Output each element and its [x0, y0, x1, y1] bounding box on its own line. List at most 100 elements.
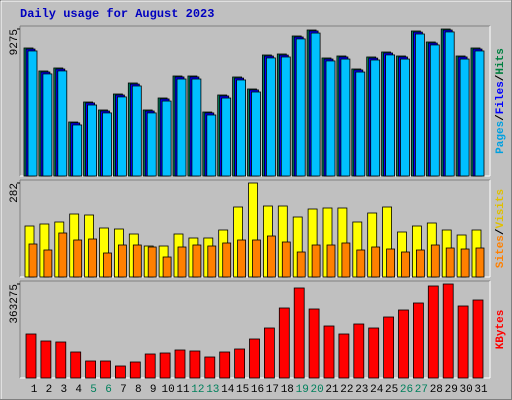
bar — [129, 361, 141, 379]
legend: KBytes — [495, 310, 507, 350]
bar — [398, 309, 409, 379]
x-tick-label: 3 — [60, 384, 67, 396]
x-tick-label: 20 — [310, 384, 323, 396]
bar — [191, 78, 202, 177]
bar — [386, 248, 396, 278]
bar — [144, 353, 156, 379]
bar — [204, 356, 216, 379]
bar — [70, 351, 82, 379]
bar — [103, 252, 112, 278]
bar — [368, 327, 380, 379]
bar — [280, 56, 291, 177]
bar — [27, 50, 38, 177]
x-tick-label: 29 — [445, 384, 458, 396]
bar — [325, 60, 336, 177]
bar — [400, 58, 410, 177]
x-tick-label: 2 — [46, 384, 53, 396]
bar — [460, 248, 470, 278]
bar — [234, 348, 246, 379]
bar — [341, 242, 351, 278]
bar — [415, 249, 425, 278]
bar — [445, 247, 455, 278]
bar — [219, 351, 231, 379]
x-tick-label: 24 — [370, 384, 384, 396]
legend-entry: Hits — [495, 48, 507, 74]
bar — [88, 238, 97, 278]
bar — [427, 285, 439, 379]
x-tick-label: 19 — [296, 384, 309, 396]
x-tick-label: 25 — [385, 384, 398, 396]
legend-entry: Files — [495, 81, 507, 114]
bar — [385, 54, 396, 177]
bar — [430, 244, 440, 278]
bar — [117, 96, 127, 177]
bar — [221, 97, 232, 177]
bar — [383, 316, 395, 379]
bar — [192, 244, 202, 278]
bar — [132, 244, 142, 278]
bar — [472, 299, 484, 379]
legend: Pages/Files/Hits — [495, 48, 507, 154]
bar — [207, 245, 217, 278]
bar — [295, 38, 306, 177]
bar — [25, 333, 37, 379]
x-tick-label: 18 — [281, 384, 294, 396]
x-tick-label: 28 — [430, 384, 443, 396]
bar — [442, 283, 454, 379]
bar — [85, 360, 96, 379]
bar — [412, 302, 424, 379]
x-tick-label: 23 — [355, 384, 368, 396]
bar — [308, 308, 320, 379]
bar — [266, 235, 276, 278]
bar — [100, 360, 111, 379]
bar — [474, 50, 485, 177]
bar — [55, 341, 67, 379]
x-tick-label: 13 — [206, 384, 219, 396]
bar — [311, 244, 321, 278]
bar — [252, 239, 261, 278]
x-tick-label: 17 — [266, 384, 279, 396]
bar — [118, 244, 127, 278]
bar — [353, 323, 365, 379]
bar — [159, 352, 171, 379]
bar — [174, 349, 186, 379]
x-tick-label: 7 — [120, 384, 127, 396]
bar — [293, 287, 305, 379]
bar — [161, 100, 172, 177]
bar — [355, 71, 366, 177]
x-tick-label: 27 — [415, 384, 428, 396]
x-tick-label: 22 — [340, 384, 353, 396]
x-tick-label: 8 — [135, 384, 142, 396]
bar — [115, 365, 126, 379]
bar — [338, 333, 350, 379]
bar — [28, 243, 38, 278]
x-tick-label: 26 — [400, 384, 413, 396]
bar — [249, 338, 260, 379]
x-tick-label: 16 — [251, 384, 264, 396]
bar — [73, 239, 83, 278]
y-tick-label: 363275 — [9, 284, 21, 324]
bar — [87, 104, 97, 177]
bar — [43, 249, 53, 278]
bar — [310, 32, 321, 177]
x-tick-label: 1 — [31, 384, 38, 396]
x-tick-label: 12 — [191, 384, 204, 396]
bar — [265, 57, 276, 177]
bar — [356, 249, 366, 278]
bar — [475, 247, 485, 278]
bar — [177, 246, 187, 278]
bar — [326, 244, 336, 278]
bar — [414, 33, 425, 177]
bar — [340, 58, 351, 177]
x-tick-label: 4 — [75, 384, 82, 396]
bar — [58, 232, 68, 278]
x-tick-label: 5 — [90, 384, 97, 396]
bar — [72, 124, 83, 177]
legend-entry: Sites — [495, 235, 507, 268]
bar — [147, 246, 157, 278]
bar — [236, 79, 247, 177]
bar — [57, 70, 68, 177]
bar — [296, 251, 306, 278]
bar — [278, 307, 290, 379]
